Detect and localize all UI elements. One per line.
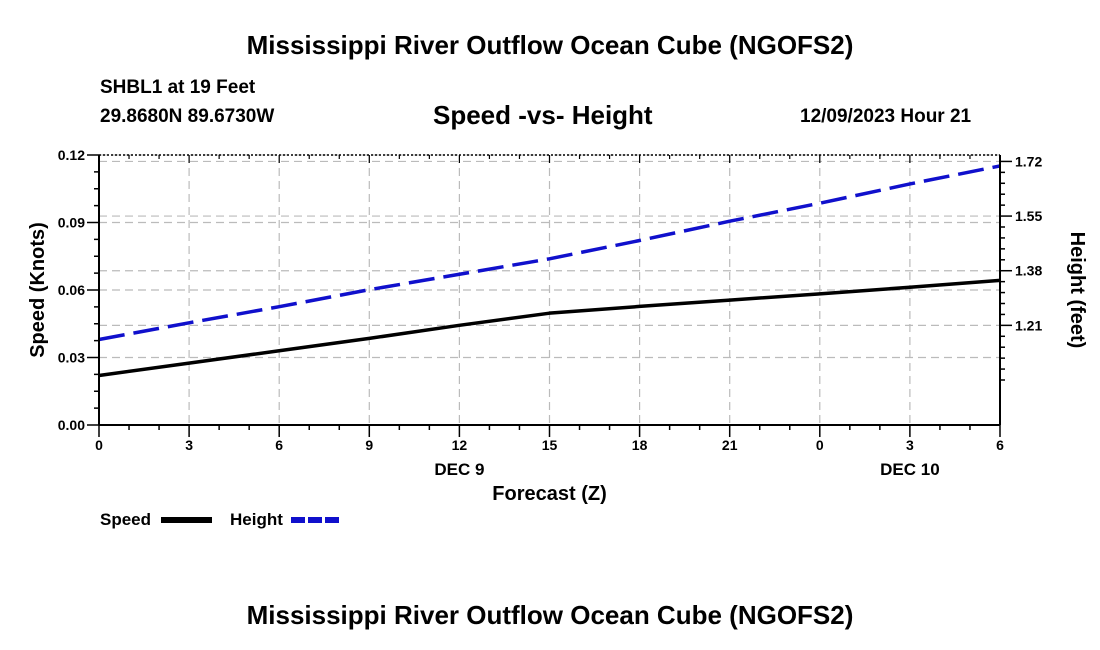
repeated-chart-title: Mississippi River Outflow Ocean Cube (NG… (246, 600, 854, 630)
legend-height-label: Height (230, 510, 283, 529)
date-label: DEC 10 (880, 460, 940, 479)
series-layer (98, 164, 1001, 378)
x-tick-label: 15 (542, 437, 558, 453)
y-tick-label: 0.00 (58, 417, 85, 433)
x-tick-label: 6 (275, 437, 283, 453)
x-tick-label: 12 (452, 437, 468, 453)
x-tick-label: 6 (996, 437, 1004, 453)
station-label: SHBL1 at 19 Feet (100, 77, 256, 98)
axes (87, 154, 1012, 437)
y-axis-title: Speed (Knots) (27, 222, 49, 358)
x-tick-label: 0 (816, 437, 824, 453)
y2-axis-title: Height (feet) (1066, 232, 1088, 349)
tick-labels: 0 3 6 9 12 15 18 21 0 3 6 DEC 9 DEC 10 Forecast (Z) 0.… (27, 147, 1088, 505)
station-coordinates: 29.8680N 89.6730W (100, 106, 275, 127)
forecast-datetime: 12/09/2023 Hour 21 (800, 106, 972, 127)
date-label: DEC 9 (434, 460, 484, 479)
y-tick-label: 0.09 (58, 215, 85, 231)
x-tick-label: 9 (365, 437, 373, 453)
series-height-line (98, 164, 1001, 342)
legend-speed-label: Speed (100, 510, 151, 529)
series-speed-line (98, 278, 1001, 378)
y2-tick-label: 1.72 (1015, 153, 1042, 169)
x-tick-label: 3 (185, 437, 193, 453)
x-tick-label: 3 (906, 437, 914, 453)
y2-tick-label: 1.55 (1015, 208, 1042, 224)
y2-tick-label: 1.21 (1015, 317, 1042, 333)
chart-title: Mississippi River Outflow Ocean Cube (NG… (246, 30, 854, 60)
legend: Speed Height (100, 510, 342, 529)
x-tick-label: 0 (95, 437, 103, 453)
x-axis-title: Forecast (Z) (492, 483, 606, 505)
y2-tick-label: 1.38 (1015, 263, 1042, 279)
chart-subtitle: Speed -vs- Height (433, 100, 653, 130)
x-tick-label: 21 (722, 437, 738, 453)
x-tick-label: 18 (632, 437, 648, 453)
y-tick-label: 0.06 (58, 282, 85, 298)
y-tick-label: 0.03 (58, 350, 85, 366)
y-tick-label: 0.12 (58, 147, 85, 163)
